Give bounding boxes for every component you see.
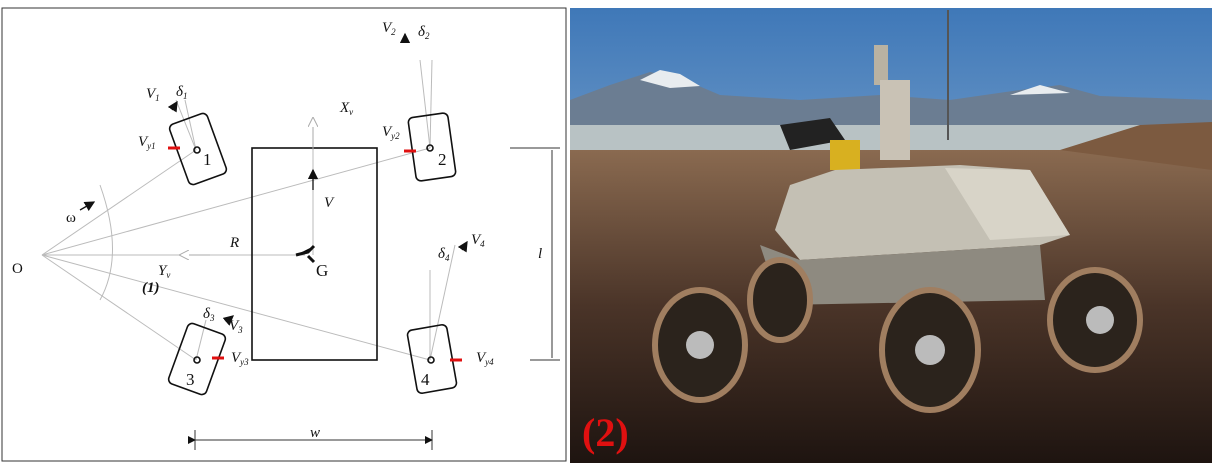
panel-label: (1) (142, 280, 160, 296)
center-label: G (316, 261, 328, 280)
wheel-number: 4 (421, 370, 430, 389)
length-label: l (538, 246, 542, 262)
width-label: w (310, 425, 320, 441)
panel-label: (2) (582, 410, 629, 455)
radius-label: R (229, 235, 239, 251)
omega-label: ω (66, 210, 76, 226)
rover-photo: (2) (570, 8, 1212, 463)
wheel-number: 3 (186, 370, 195, 389)
panel-frame (2, 8, 566, 461)
wheel-number: 1 (203, 150, 212, 169)
diagram: O G R w l ω V Xv Yv (1) 1δ1V1Vy12δ2V2Vy2… (2, 8, 566, 461)
page: O G R w l ω V Xv Yv (1) 1δ1V1Vy12δ2V2Vy2… (0, 0, 1212, 463)
origin-label: O (12, 261, 23, 277)
wheel-number: 2 (438, 150, 447, 169)
